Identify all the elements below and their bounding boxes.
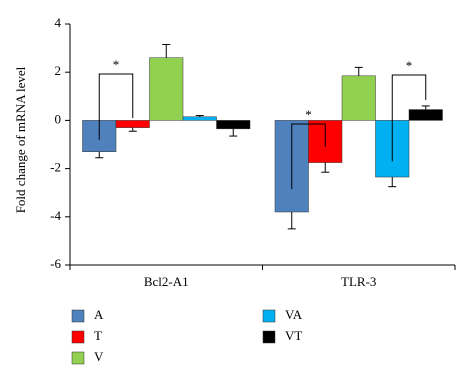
legend-swatch — [71, 309, 85, 323]
x-tick-label: TLR-3 — [341, 274, 376, 289]
y-tick-label: 2 — [55, 63, 62, 78]
significance-label: * — [305, 107, 312, 122]
legend-label: VA — [285, 307, 303, 322]
legend-swatch — [262, 309, 276, 323]
y-tick-label: -2 — [50, 160, 61, 175]
bar — [216, 120, 251, 130]
legend-swatch — [71, 351, 85, 365]
y-tick-label: 0 — [55, 111, 62, 126]
y-tick-label: -6 — [50, 256, 61, 271]
legend-label: V — [94, 349, 104, 364]
y-axis-label: Fold change of mRNA level — [13, 66, 28, 213]
bar — [341, 75, 376, 121]
y-tick-label: -4 — [50, 208, 61, 223]
legend-label: T — [94, 328, 102, 343]
significance-label: * — [406, 58, 413, 73]
y-tick-label: 4 — [55, 15, 62, 30]
bar — [115, 120, 150, 128]
x-tick-label: Bcl2-A1 — [144, 274, 189, 289]
legend-swatch — [262, 330, 276, 344]
legend-label: VT — [285, 328, 302, 343]
bar — [182, 116, 217, 121]
significance-bracket — [98, 73, 134, 140]
significance-bracket — [391, 74, 427, 162]
bar — [408, 109, 443, 121]
significance-label: * — [113, 57, 120, 72]
legend-label: A — [94, 307, 104, 322]
bar — [149, 57, 184, 121]
significance-bracket — [291, 123, 326, 190]
legend-swatch — [71, 330, 85, 344]
